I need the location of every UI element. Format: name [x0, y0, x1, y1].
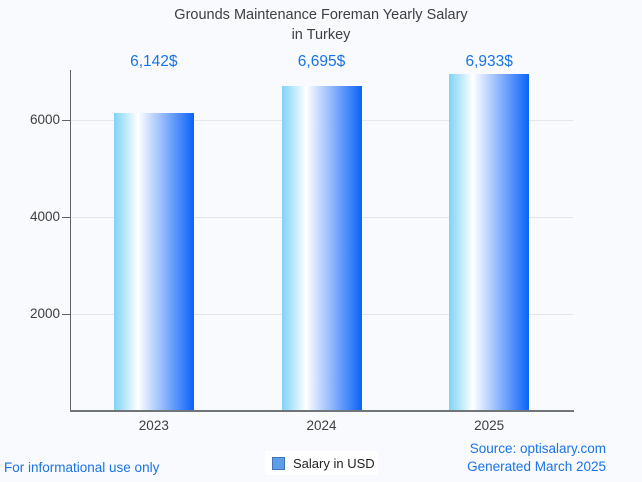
- y-axis-tick-2000: [62, 313, 70, 315]
- bar-2025: [449, 74, 530, 411]
- x-tick-label-2024: 2024: [306, 418, 337, 433]
- chart-title: Grounds Maintenance Foreman Yearly Salar…: [0, 5, 642, 45]
- plot-area: [70, 70, 573, 411]
- legend-label: Salary in USD: [293, 455, 375, 471]
- disclaimer-text: For informational use only: [4, 460, 160, 475]
- value-label-2024: 6,695$: [297, 53, 346, 70]
- y-axis-line: [70, 70, 71, 411]
- x-tick-label-2025: 2025: [474, 418, 505, 433]
- legend-marker-icon: [272, 456, 285, 470]
- y-tick-label-6000: 6000: [29, 111, 60, 127]
- legend: Salary in USD: [265, 451, 378, 475]
- generated-text: Generated March 2025: [467, 458, 606, 474]
- bar-2023: [113, 112, 194, 411]
- y-axis-tick-6000: [62, 119, 70, 121]
- value-label-2023: 6,142$: [130, 53, 178, 70]
- y-tick-label-2000: 2000: [29, 305, 60, 321]
- y-axis-tick-4000: [62, 216, 70, 218]
- chart-title-line2: in Turkey: [291, 27, 351, 43]
- source-block: Source: optisalary.com Generated March 2…: [467, 440, 606, 475]
- chart-title-line1: Grounds Maintenance Foreman Yearly Salar…: [174, 7, 468, 23]
- y-tick-label-4000: 4000: [29, 208, 60, 224]
- value-label-2025: 6,933$: [465, 53, 513, 70]
- source-text: Source: optisalary.com: [469, 441, 606, 456]
- x-axis-line: [70, 410, 574, 412]
- x-tick-label-2023: 2023: [138, 418, 169, 433]
- bar-2024: [281, 85, 362, 411]
